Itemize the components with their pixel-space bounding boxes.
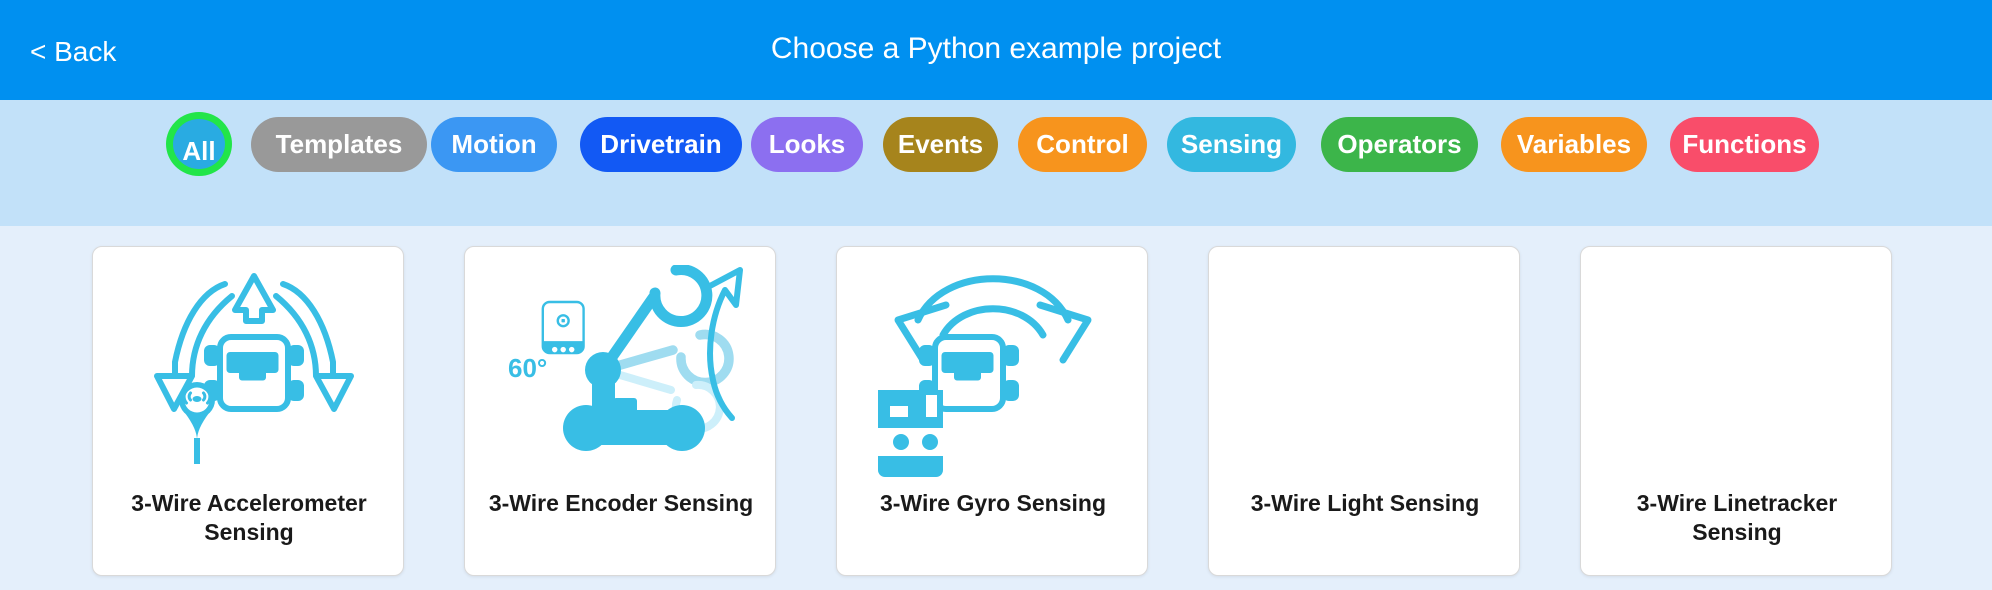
svg-text:60°: 60° xyxy=(508,353,547,383)
